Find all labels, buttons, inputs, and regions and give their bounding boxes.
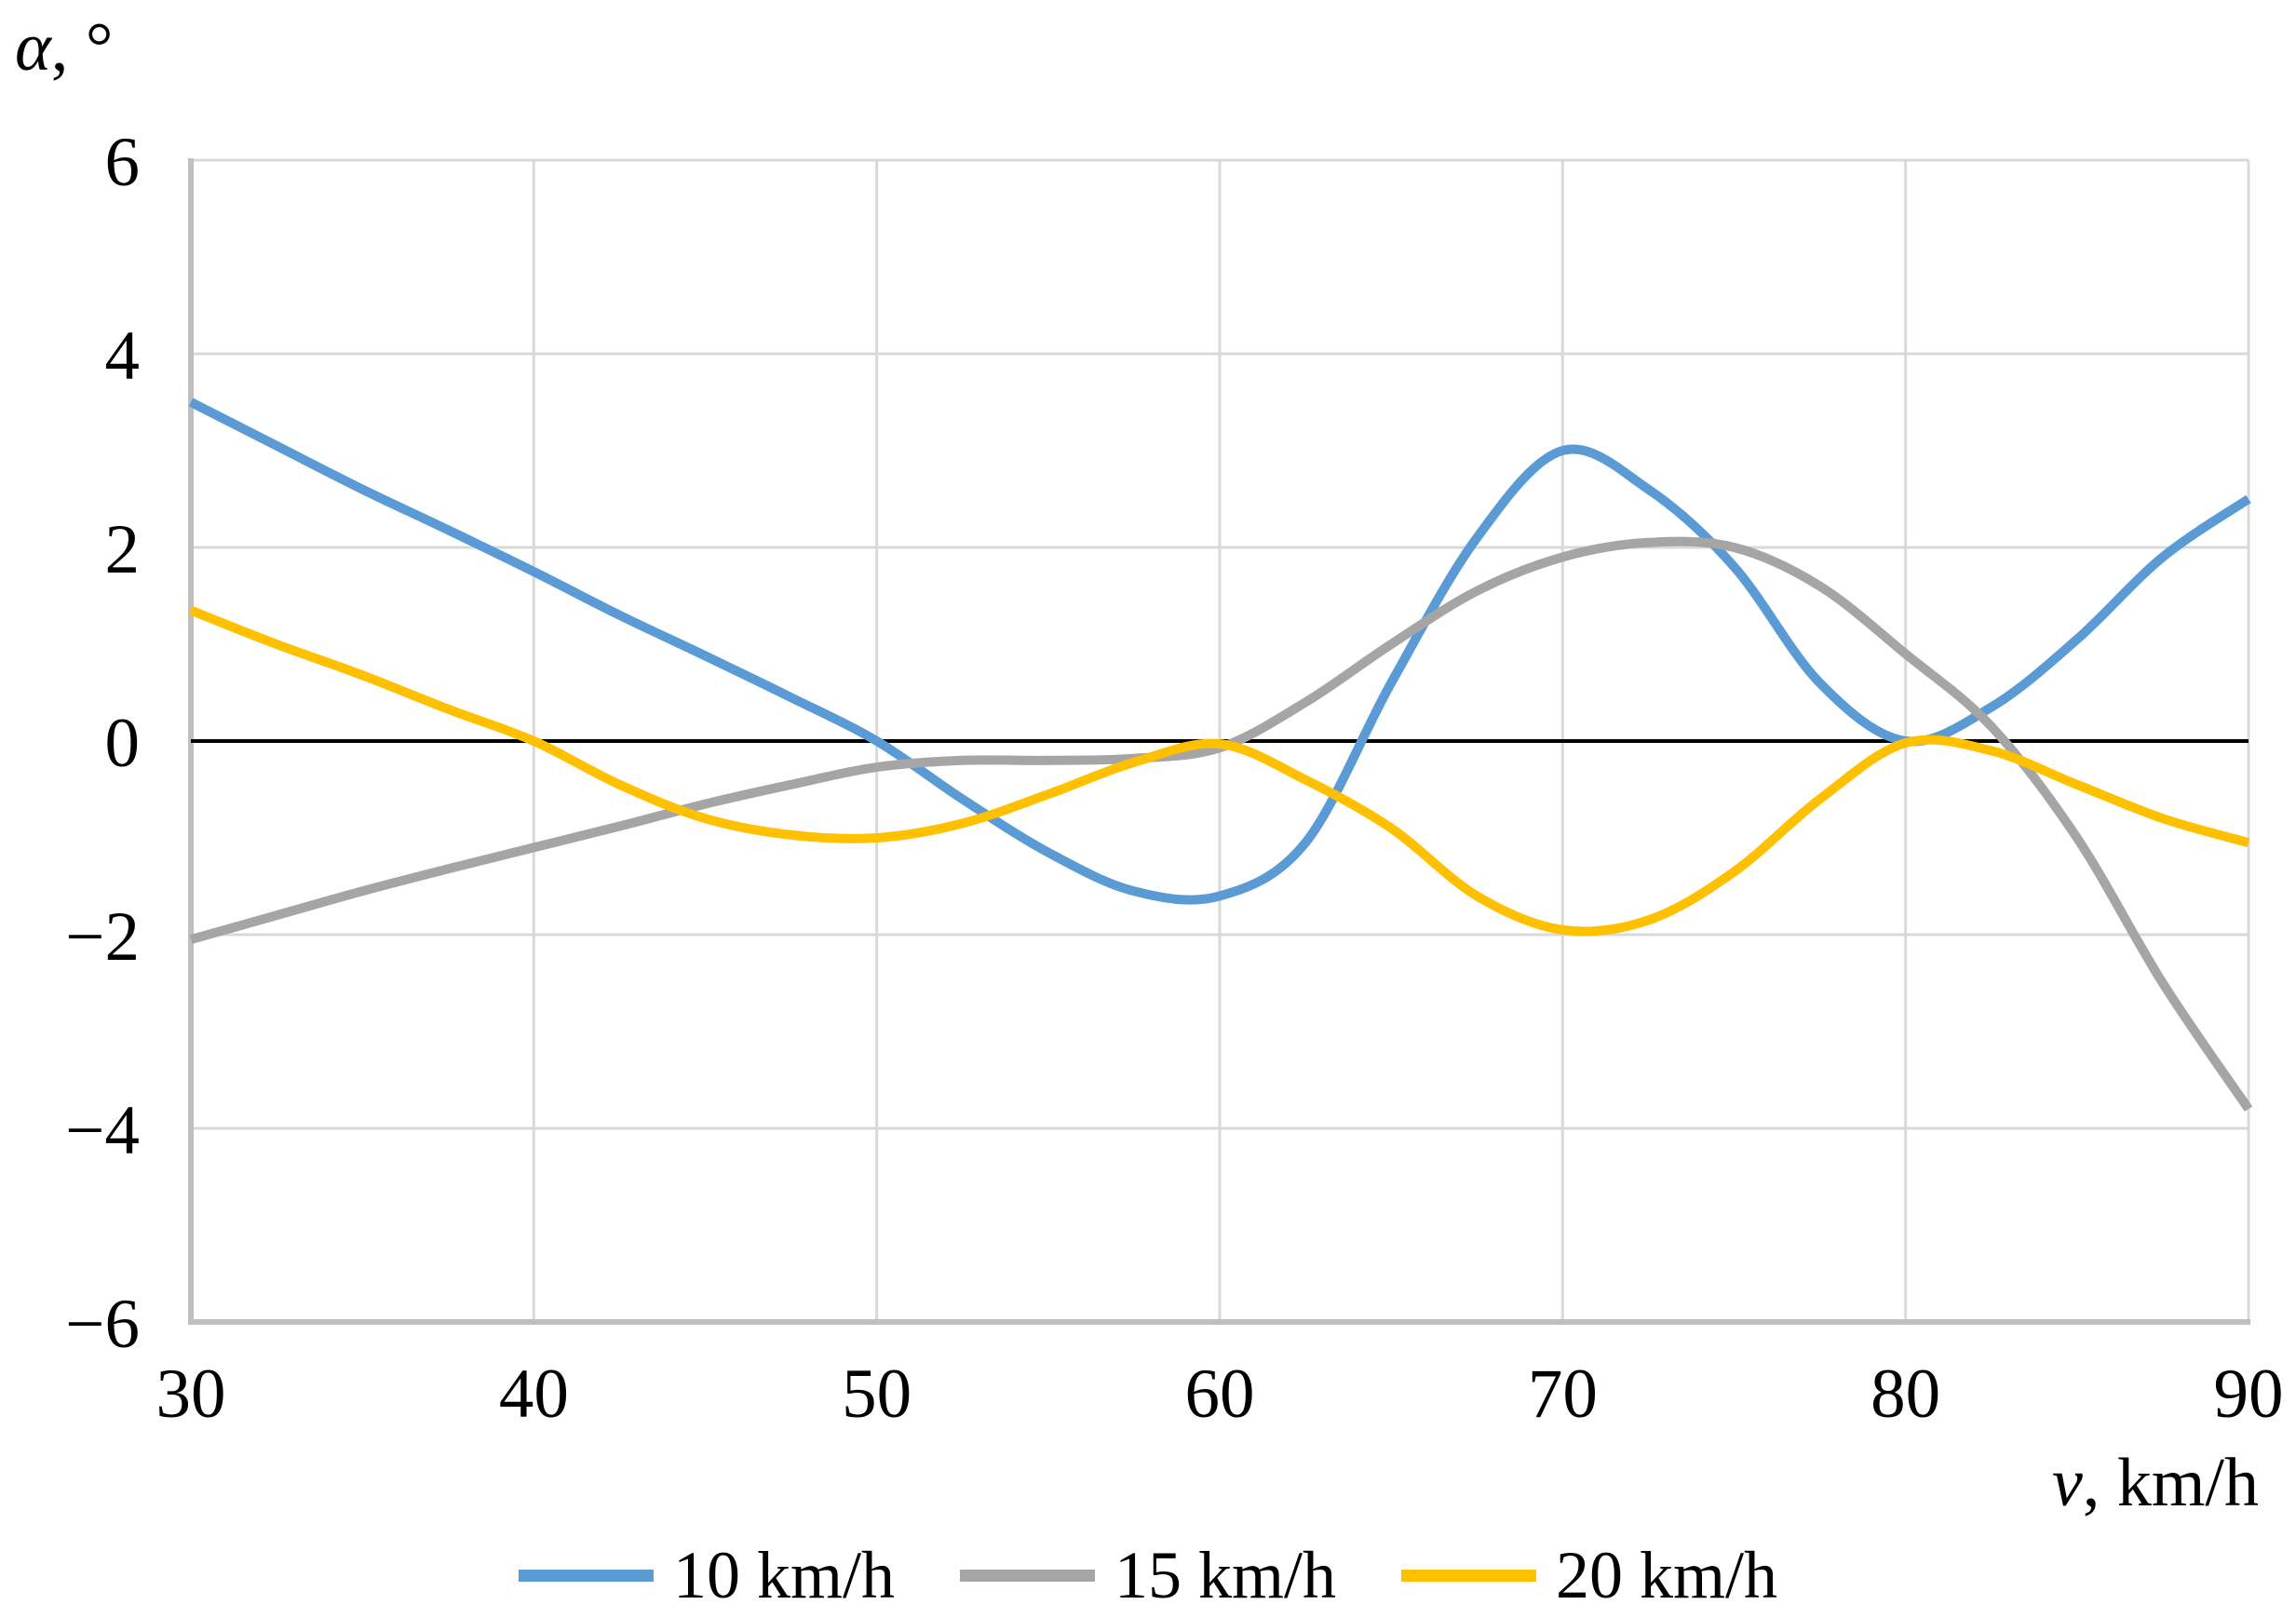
x-tick-label: 60 [1185,1355,1255,1433]
x-tick-label: 70 [1528,1355,1598,1433]
y-tick-label: −4 [65,1092,140,1169]
legend-item-20-km-h: 20 km/h [1401,1542,1777,1609]
legend-item-10-km-h: 10 km/h [518,1538,895,1612]
x-tick-label: 80 [1871,1355,1940,1433]
y-tick-label: 4 [105,317,141,395]
legend: 10 km/h 15 km/h 20 km/h [518,1538,1777,1612]
x-tick-label: 90 [2214,1355,2284,1433]
x-axis-title: v, km/h [2052,1449,2259,1517]
x-axis-title-unit: , km/h [2082,1445,2259,1521]
y-tick-label: −2 [65,898,140,976]
legend-label-15-km-h: 15 km/h [1114,1538,1337,1612]
y-tick-label: 0 [105,705,141,782]
x-tick-label: 50 [842,1355,912,1433]
series-line-20-km-h [189,605,2250,937]
legend-label-10-km-h: 10 km/h [672,1538,895,1612]
legend-swatch-20-km-h [1401,1569,1537,1582]
series-line-15-km-h [189,536,2253,1112]
y-tick-label: 2 [105,511,141,588]
legend-label-20-km-h: 20 km/h [1556,1538,1778,1612]
x-tick-label: 40 [499,1355,569,1433]
y-tick-label: 6 [105,124,141,201]
y-axis-title-symbol: α [15,9,51,86]
legend-swatch-10-km-h [518,1569,654,1582]
y-axis-title-unit: , ° [50,9,114,86]
x-tick-label: 30 [156,1355,226,1433]
y-axis-title: α, ° [15,13,113,82]
x-axis-title-symbol: v [2052,1445,2083,1521]
y-tick-label: −6 [65,1286,140,1363]
legend-swatch-15-km-h [959,1569,1095,1582]
legend-item-15-km-h: 15 km/h [959,1538,1337,1612]
